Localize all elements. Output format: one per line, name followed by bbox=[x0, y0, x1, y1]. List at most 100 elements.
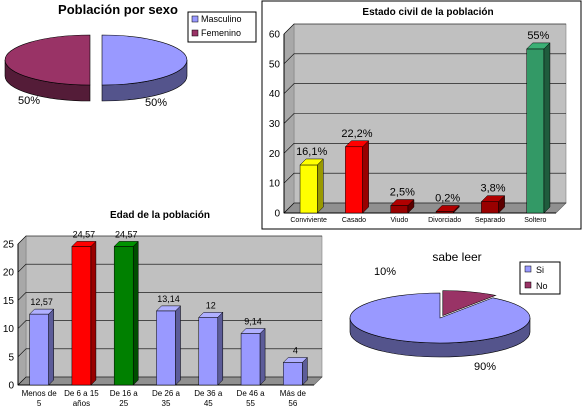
literacy-label-no: 10% bbox=[374, 266, 396, 278]
gridline bbox=[17, 235, 322, 245]
x-tick-label: Soltero bbox=[524, 217, 546, 224]
y-tick-label: 20 bbox=[269, 149, 281, 160]
y-tick-label: 15 bbox=[3, 296, 15, 307]
bar-top bbox=[29, 308, 55, 315]
gridline bbox=[283, 113, 566, 124]
literacy-legend-swatch-no bbox=[524, 281, 532, 289]
bar-front bbox=[71, 246, 92, 386]
gridline bbox=[283, 172, 566, 184]
gridline bbox=[17, 292, 322, 301]
bar-data-label: 0,2% bbox=[435, 193, 460, 205]
bar bbox=[240, 327, 266, 386]
literacy-pie bbox=[349, 290, 531, 358]
bar-data-label: 4 bbox=[293, 345, 298, 355]
bar-side bbox=[132, 240, 139, 386]
sex-legend-swatch-femenino bbox=[191, 29, 199, 37]
bar-data-label: 13,14 bbox=[157, 294, 180, 304]
bar-front bbox=[240, 333, 261, 386]
sex-legend-box bbox=[187, 11, 257, 43]
literacy-pie-chart: sabe leer 10% 90% Si No bbox=[349, 250, 561, 373]
x-tick-label: Conviviente bbox=[290, 217, 327, 224]
sex-legend-femenino: Femenino bbox=[201, 28, 241, 38]
pie-slice bbox=[4, 34, 91, 86]
x-tick-label: 55 bbox=[246, 399, 255, 408]
gridline bbox=[283, 23, 566, 35]
bar-front bbox=[29, 313, 49, 386]
y-tick-label: 5 bbox=[8, 352, 14, 363]
bar-top bbox=[435, 205, 460, 212]
y-tick-label: 50 bbox=[269, 59, 281, 70]
sex-chart-title: Población por sexo bbox=[58, 2, 178, 17]
y-tick-label: 20 bbox=[3, 268, 15, 279]
bar-data-label: 12 bbox=[206, 300, 216, 310]
y-tick-label: 10 bbox=[269, 179, 281, 190]
bar-side bbox=[259, 327, 266, 386]
x-tick-label: Menos de bbox=[22, 389, 58, 398]
literacy-chart-title: sabe leer bbox=[432, 250, 481, 264]
bar-front bbox=[526, 48, 545, 214]
x-tick-label: Separado bbox=[475, 217, 505, 224]
bar bbox=[299, 158, 324, 214]
bar-front bbox=[299, 164, 318, 214]
bar-data-label: 24,57 bbox=[115, 229, 138, 239]
sex-label-masculino: 50% bbox=[145, 97, 167, 109]
bar-top bbox=[390, 199, 415, 206]
pie-slice bbox=[101, 34, 188, 86]
literacy-legend-swatch-si bbox=[524, 265, 532, 273]
bar-front bbox=[113, 246, 134, 386]
civil-chart-title: Estado civil de la población bbox=[362, 7, 493, 18]
bar-front bbox=[390, 205, 409, 214]
bar-front bbox=[156, 310, 176, 386]
bar-data-label: 24,57 bbox=[73, 229, 96, 239]
x-tick-label: De 46 a bbox=[237, 389, 266, 398]
y-tick-label: 0 bbox=[8, 381, 14, 392]
gridline bbox=[17, 320, 322, 329]
gridline bbox=[283, 83, 566, 94]
x-tick-label: Casado bbox=[342, 217, 366, 224]
bar bbox=[29, 308, 55, 386]
bar-data-label: 12,57 bbox=[30, 297, 53, 307]
x-tick-label: 56 bbox=[288, 399, 297, 408]
civil-status-chart: Estado civil de la población 0 10 20 30 40 50… bbox=[261, 0, 582, 230]
bar-top bbox=[155, 305, 182, 312]
bar bbox=[113, 240, 139, 386]
gridline bbox=[283, 143, 566, 154]
bar-data-label: 9,14 bbox=[244, 316, 262, 326]
bar bbox=[155, 305, 182, 386]
y-tick-label: 25 bbox=[3, 240, 15, 251]
x-tick-label: 35 bbox=[162, 399, 171, 408]
x-tick-label: De 16 a bbox=[110, 389, 139, 398]
x-tick-label: Más de bbox=[280, 389, 307, 398]
x-tick-label: Viudo bbox=[390, 217, 408, 224]
sex-pie-chart: Población por sexo 50% 50% Masculino Fem… bbox=[4, 2, 257, 109]
bar-top bbox=[282, 357, 308, 363]
bar-data-label: 3,8% bbox=[480, 183, 505, 195]
y-tick-label: 40 bbox=[269, 89, 281, 100]
gridline bbox=[17, 348, 322, 358]
bar-top bbox=[113, 241, 139, 247]
age-chart-title: Edad de la población bbox=[110, 210, 210, 221]
bar-side bbox=[362, 140, 369, 214]
bar-side bbox=[317, 158, 324, 214]
bar-front bbox=[345, 146, 363, 214]
x-tick-label: 45 bbox=[204, 399, 213, 408]
bar-front bbox=[198, 317, 219, 386]
bar bbox=[198, 311, 224, 386]
sex-label-femenino: 50% bbox=[18, 95, 40, 107]
pie-slice bbox=[349, 292, 531, 344]
bar bbox=[390, 198, 415, 214]
x-tick-label: De 6 a 15 bbox=[64, 389, 99, 398]
y-tick-label: 30 bbox=[269, 119, 281, 130]
bar bbox=[71, 240, 97, 386]
pie-slice bbox=[442, 290, 497, 317]
literacy-legend: Si No bbox=[519, 261, 561, 295]
bar bbox=[480, 195, 506, 214]
y-tick-label: 10 bbox=[3, 324, 15, 335]
civil-bars: 0 10 20 30 40 50 60 16,1% Conviviente 22,2% Casado… bbox=[269, 23, 567, 224]
y-tick-label: 0 bbox=[274, 209, 280, 220]
bar bbox=[526, 42, 551, 214]
bar-top bbox=[344, 140, 370, 148]
sex-legend-swatch-masculino bbox=[191, 15, 199, 23]
